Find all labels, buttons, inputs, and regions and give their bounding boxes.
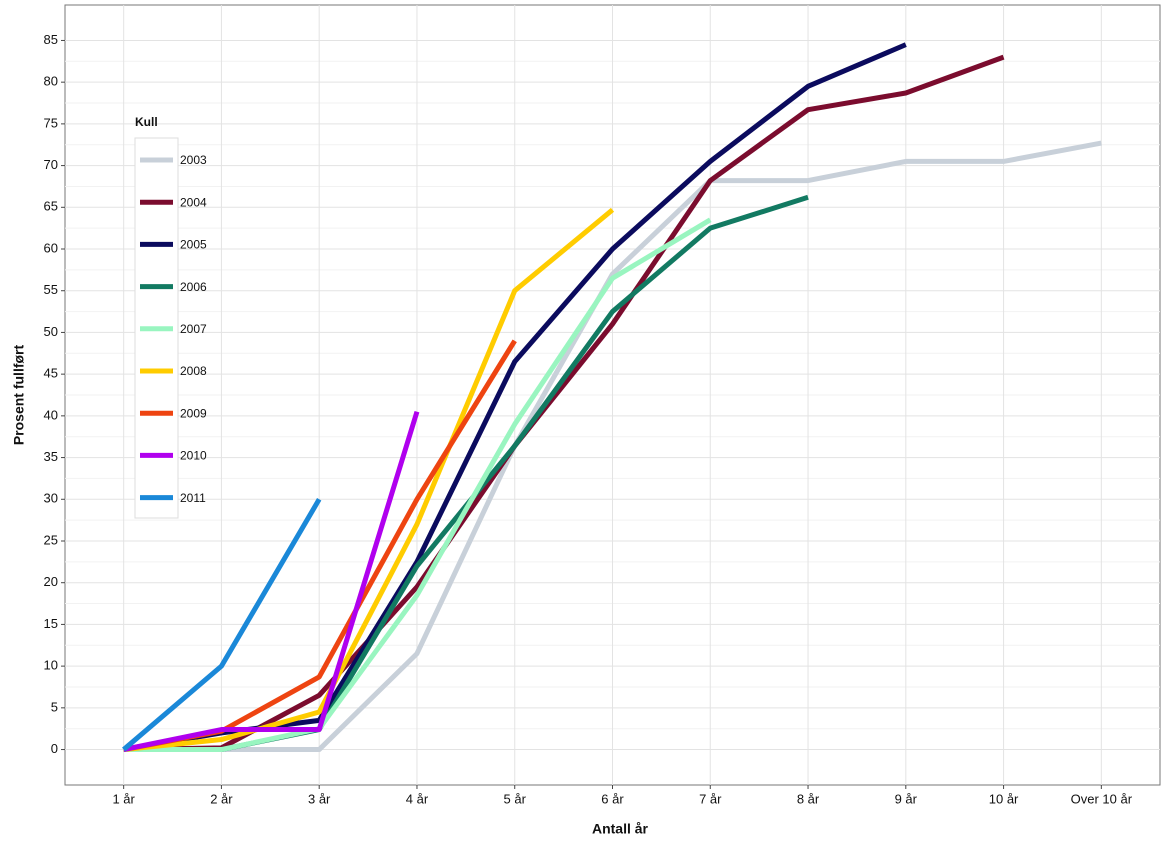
y-tick-label: 85 bbox=[44, 32, 58, 47]
y-tick-label: 15 bbox=[44, 616, 58, 631]
series-line bbox=[123, 54, 1005, 753]
y-tick-label: 60 bbox=[44, 240, 58, 255]
series-line bbox=[123, 217, 712, 753]
y-tick-label: 0 bbox=[51, 741, 58, 756]
legend-label: 2006 bbox=[180, 280, 207, 294]
legend-title: Kull bbox=[135, 115, 158, 129]
x-tick-label: 9 år bbox=[895, 791, 918, 806]
legend-label: 2008 bbox=[180, 364, 207, 378]
y-tick-label: 5 bbox=[51, 699, 58, 714]
legend-label: 2010 bbox=[180, 449, 207, 463]
y-tick-label: 45 bbox=[44, 366, 58, 381]
y-tick-label: 65 bbox=[44, 199, 58, 214]
y-tick-label: 55 bbox=[44, 282, 58, 297]
series-line bbox=[123, 207, 615, 753]
x-tick-label: 4 år bbox=[406, 791, 429, 806]
lines bbox=[122, 42, 1102, 753]
legend-label: 2003 bbox=[180, 153, 207, 167]
legend: Kull 2003 2004 2005 2006 2007 2008 2009 2010 201… bbox=[134, 115, 207, 519]
x-tick-label: 8 år bbox=[797, 791, 820, 806]
x-axis-label: Antall år bbox=[592, 821, 649, 837]
x-tick-label: 3 år bbox=[308, 791, 331, 806]
legend-label: 2011 bbox=[180, 491, 206, 505]
y-tick-label: 70 bbox=[44, 157, 58, 172]
x-tick-label: 10 år bbox=[989, 791, 1019, 806]
x-tick-label: 7 år bbox=[699, 791, 722, 806]
y-tick-label: 35 bbox=[44, 449, 58, 464]
legend-label: 2004 bbox=[180, 195, 207, 209]
series-line bbox=[123, 140, 1102, 753]
series-line bbox=[123, 410, 420, 752]
y-tick-label: 20 bbox=[44, 574, 58, 589]
x-tick-label: Over 10 år bbox=[1071, 791, 1133, 806]
legend-label: 2009 bbox=[180, 406, 207, 420]
x-tick-label: 1 år bbox=[112, 791, 135, 806]
legend-label: 2007 bbox=[180, 322, 207, 336]
x-tick-label: 6 år bbox=[601, 791, 624, 806]
y-tick-label: 80 bbox=[44, 74, 58, 89]
y-tick-label: 25 bbox=[44, 532, 58, 547]
legend-label: 2005 bbox=[180, 238, 207, 252]
y-tick-label: 40 bbox=[44, 407, 58, 422]
y-tick-label: 50 bbox=[44, 324, 58, 339]
x-tick-label: 5 år bbox=[504, 791, 527, 806]
series-line bbox=[122, 498, 322, 752]
y-tick-label: 75 bbox=[44, 115, 58, 130]
y-tick-label: 30 bbox=[44, 491, 58, 506]
x-tick-label: 2 år bbox=[210, 791, 233, 806]
y-tick-label: 10 bbox=[44, 658, 58, 673]
y-axis-label: Prosent fullført bbox=[11, 345, 27, 446]
